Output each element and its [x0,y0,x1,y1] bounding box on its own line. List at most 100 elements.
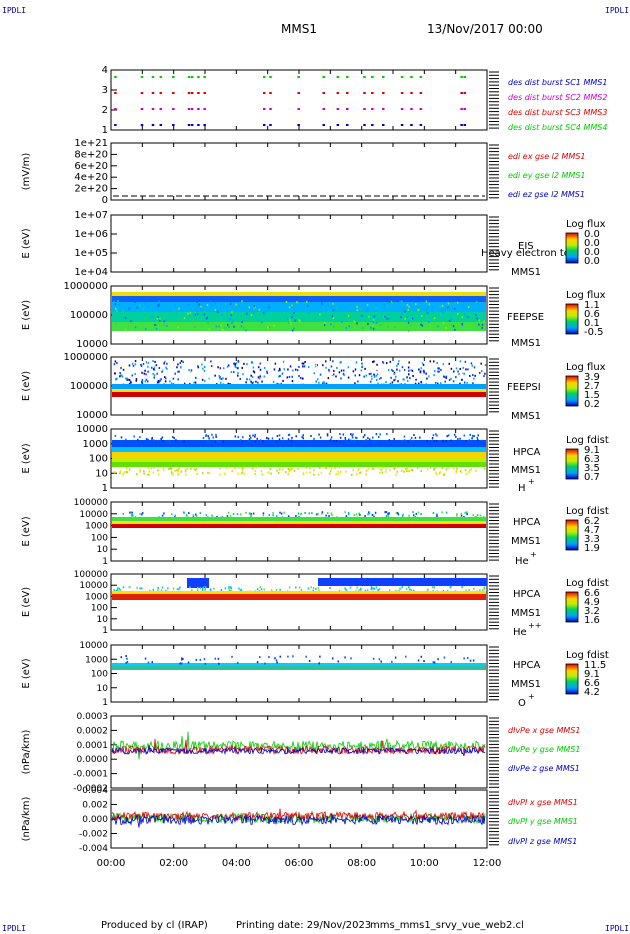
spectrogram-cell [303,365,306,368]
colorbar-tick-label: 3.9 [584,372,600,383]
burst-interval [151,124,155,126]
spectrogram-cell [213,587,215,590]
burst-interval [269,92,272,94]
spectrogram-cell [463,381,466,384]
spectrogram-cell [329,439,332,442]
spectrogram-cell [394,378,397,381]
spectrogram-cell [335,375,337,378]
spectrogram-cell [360,587,362,590]
spectrogram-cell [328,368,330,371]
spectrogram-cell [382,362,385,365]
spectrogram-cell [384,511,386,514]
spectrogram-cell [264,662,266,665]
panel-frame [110,644,488,703]
spectrogram-cell [449,586,452,589]
burst-interval [114,108,117,110]
spectrogram-cell [402,513,404,516]
spectrogram-cell [141,513,143,516]
spectrogram-cell [344,437,347,440]
spectrogram-cell [354,368,357,371]
y-tick-label: 1e+04 [74,267,108,278]
spectrogram-cell [194,381,197,384]
spectrogram-cell [141,512,144,515]
spectrogram-cell [458,373,460,376]
spectrogram-cell [299,376,302,379]
spectrogram-cell [180,658,183,661]
spectrogram-band [112,447,486,452]
spectrogram-cell [386,433,388,436]
spectrogram-cell [279,366,282,369]
spectrogram-cell [180,471,182,474]
spectrogram-cell [195,468,198,471]
spectrogram-cell [442,439,444,442]
spectrogram-cell [233,362,235,365]
colorbar-tick-label: -0.5 [584,327,604,338]
colorbar-tick-label: 11.5 [584,660,606,671]
y-tick-label: 1 [102,626,108,636]
spectrogram-cell [332,309,335,312]
spectrogram-cell [214,302,216,305]
spectrogram-cell [120,367,122,370]
spectrogram-cell [185,514,188,517]
spacecraft-label: MMS1 [511,267,541,278]
spectrogram-cell [298,365,300,368]
spectrogram-cell [219,473,221,476]
spectrogram-cell [268,326,271,329]
spectrogram-cell [386,440,388,443]
burst-interval [262,108,266,110]
spectrogram-cell [123,471,126,474]
spectrogram-cell [162,468,165,471]
spectrogram-cell [401,586,403,589]
spectrogram-cell [219,381,222,384]
burst-interval [463,124,466,126]
spectrogram-cell [466,377,468,380]
spectrogram-cell [134,326,137,329]
spectrogram-band [112,666,486,670]
spectrogram-cell [393,371,396,374]
y-tick-label: 3 [102,85,108,96]
spectrogram-cell [116,361,118,364]
spectrogram-band [112,457,486,462]
spectrogram-cell [377,321,379,324]
spectrogram-cell [465,472,468,475]
spectrogram-cell [414,436,417,439]
spectrogram-cell [308,311,310,314]
spectrogram-cell [390,376,392,379]
legend-entry: des dist burst SC1 MMS1 [508,78,607,87]
spectrogram-cell [436,434,438,437]
spectrogram-cell [468,471,470,474]
spectrogram-cell [438,440,441,443]
spectrogram-cell [200,305,202,308]
spectrogram-cell [453,307,456,310]
spectrogram-cell [266,370,268,373]
spectrogram-cell [326,434,329,437]
spectrogram-cell [196,368,198,371]
spectrogram-cell [145,328,147,331]
burst-interval [346,92,349,94]
colorbar [565,591,579,623]
corner-label-bl: IPDLI [2,924,27,933]
spectrogram-cell [318,376,321,379]
spectrogram-cell [434,471,437,474]
spectrogram-cell [164,377,167,380]
spectrogram-cell [203,369,206,372]
spectrogram-cell [142,362,145,365]
spectrogram-cell [276,372,279,375]
spectrogram-cell [431,439,434,442]
spectrogram-cell [176,366,178,369]
spectrogram-cell [240,472,243,475]
spectrogram-cell [367,513,369,516]
spectrogram-cell [304,360,306,363]
spectrogram-cell [356,309,359,312]
spectrogram-cell [254,435,256,438]
spectrogram-cell [177,363,179,366]
spectrogram-cell [338,466,340,469]
spectrogram-cell [134,372,136,375]
spectrogram-cell [372,657,375,660]
spectrogram-cell [370,375,373,378]
spectrogram-cell [414,515,417,518]
spectrogram-cell [163,320,166,323]
spectrogram-cell [168,439,170,442]
spectrogram-cell [122,309,125,312]
spectrogram-cell [339,361,341,364]
